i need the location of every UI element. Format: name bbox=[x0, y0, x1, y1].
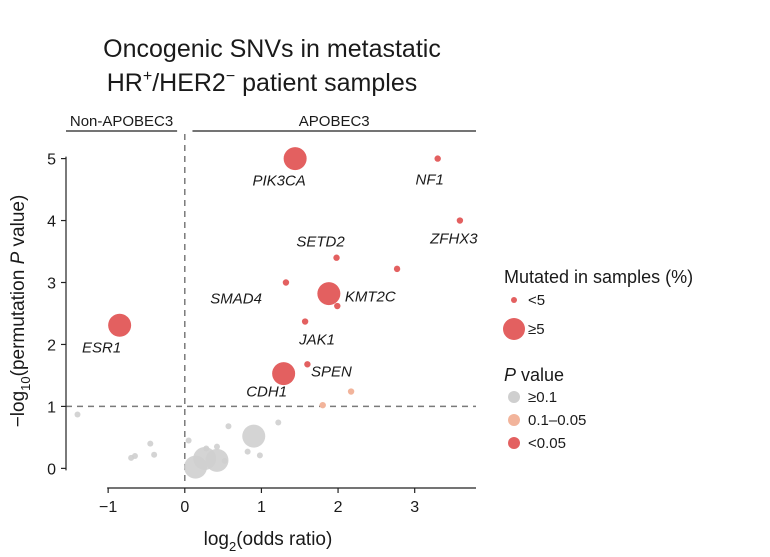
legend-size-large-marker bbox=[503, 318, 525, 340]
gene-labels: PIK3CA NF1 ZFHX3 SETD2 SMAD4 KMT2C JAK1 ESR1 SPE… bbox=[82, 172, 478, 401]
legend-p-gray-marker bbox=[508, 391, 520, 403]
data-point bbox=[317, 282, 341, 306]
legend-size-large-label: ≥5 bbox=[528, 321, 545, 338]
gene-label: CDH1 bbox=[246, 384, 287, 401]
x-tick-label: 3 bbox=[410, 499, 419, 516]
legend-p-light-marker bbox=[508, 414, 520, 426]
legend-size: Mutated in samples (%) <5 ≥5 bbox=[503, 267, 693, 340]
data-point bbox=[456, 217, 464, 224]
data-point bbox=[272, 362, 296, 386]
reference-lines bbox=[66, 134, 476, 482]
x-axis-label: log2(odds ratio) bbox=[204, 529, 333, 554]
legend-p-red-label: <0.05 bbox=[528, 435, 566, 452]
gene-label: JAK1 bbox=[298, 332, 335, 349]
chart-title-line1: Oncogenic SNVs in metastatic bbox=[103, 35, 441, 63]
gene-label: SETD2 bbox=[296, 234, 345, 251]
x-tick-label: 1 bbox=[257, 499, 266, 516]
x-tick-label: 0 bbox=[180, 499, 189, 516]
legend-p-title: P value bbox=[504, 365, 564, 385]
legend-p-light-label: 0.1–0.05 bbox=[528, 412, 586, 429]
y-tick-label: 0 bbox=[47, 461, 56, 478]
data-point bbox=[304, 361, 311, 368]
legend-p-gray-label: ≥0.1 bbox=[528, 389, 557, 406]
y-tick-label: 3 bbox=[47, 276, 56, 293]
gene-label: NF1 bbox=[416, 172, 444, 189]
data-point bbox=[333, 254, 340, 261]
group-label: APOBEC3 bbox=[299, 113, 370, 130]
y-tick-label: 1 bbox=[47, 399, 56, 416]
legend-p-value: P value ≥0.1 0.1–0.05 <0.05 bbox=[504, 365, 586, 452]
data-point bbox=[434, 155, 441, 162]
legend-size-title: Mutated in samples (%) bbox=[504, 267, 693, 287]
data-point bbox=[244, 448, 251, 455]
legend-size-small-label: <5 bbox=[528, 292, 545, 309]
gene-label: ZFHX3 bbox=[429, 231, 478, 248]
data-point bbox=[283, 147, 307, 171]
gene-label: SPEN bbox=[311, 363, 352, 380]
gene-label: KMT2C bbox=[345, 289, 396, 306]
y-tick-label: 4 bbox=[47, 214, 56, 231]
group-label: Non-APOBEC3 bbox=[70, 113, 173, 130]
data-point bbox=[184, 455, 208, 479]
axes: 0 1 2 3 4 5 −1 0 1 2 3 bbox=[47, 152, 476, 516]
gene-label: SMAD4 bbox=[210, 291, 262, 308]
legend-p-red-marker bbox=[508, 437, 520, 449]
data-point bbox=[393, 265, 401, 273]
data-point bbox=[151, 451, 158, 458]
chart-title-line2: HR+/HER2− patient samples bbox=[107, 68, 417, 97]
data-point bbox=[301, 318, 309, 325]
data-point bbox=[347, 388, 355, 395]
x-tick-label: 2 bbox=[334, 499, 343, 516]
y-axis-label: −log10(permutation P value) bbox=[8, 195, 33, 428]
data-point bbox=[319, 401, 326, 409]
data-points bbox=[74, 147, 464, 479]
data-point bbox=[108, 313, 132, 337]
data-point bbox=[185, 437, 192, 444]
legend-size-small-marker bbox=[511, 297, 517, 303]
y-tick-label: 5 bbox=[47, 152, 56, 169]
y-tick-label: 2 bbox=[47, 337, 56, 354]
x-tick-label: −1 bbox=[99, 499, 117, 516]
data-point bbox=[334, 302, 341, 310]
gene-label: PIK3CA bbox=[252, 173, 305, 190]
data-point bbox=[213, 443, 220, 450]
data-point bbox=[242, 424, 266, 448]
data-point bbox=[256, 452, 263, 459]
data-point bbox=[225, 423, 232, 430]
data-point bbox=[282, 279, 290, 286]
data-point bbox=[128, 454, 135, 461]
data-point bbox=[205, 448, 229, 472]
data-point bbox=[275, 419, 282, 426]
group-brackets: Non-APOBEC3 APOBEC3 bbox=[66, 113, 476, 132]
data-point bbox=[74, 411, 81, 418]
gene-label: ESR1 bbox=[82, 339, 121, 356]
data-point bbox=[147, 440, 154, 447]
